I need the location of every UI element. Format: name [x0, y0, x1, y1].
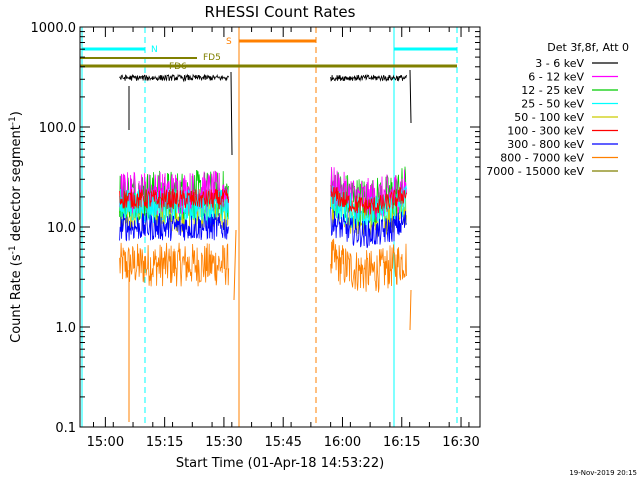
annotation-fd5: FD5	[203, 53, 221, 63]
trace-12-25kev-2	[330, 166, 407, 227]
plot-area: N S FD5 FD6	[80, 27, 458, 427]
x-tick-label-6: 16:30	[442, 435, 479, 450]
trace-800-7000kev-edges	[128, 229, 412, 422]
legend-label-7000-15000kev: 7000 - 15000 keV	[486, 165, 584, 178]
legend-label-3-6kev: 3 - 6 keV	[535, 57, 584, 70]
y-tick-label-3: 100.0	[39, 121, 76, 136]
x-axis-label: Start Time (01-Apr-18 14:53:22)	[176, 456, 384, 471]
footer-timestamp: 19-Nov-2019 20:15	[569, 469, 637, 477]
legend-label-12-25kev: 12 - 25 keV	[521, 84, 584, 97]
y-axis-label: Count Rate (s-1 detector segment-1)	[8, 111, 24, 343]
plot-frame	[79, 26, 481, 428]
trace-800-7000kev-2	[330, 238, 407, 293]
y-axis-label-mid: detector segment	[9, 125, 24, 245]
annotation-s: S	[226, 37, 232, 47]
x-tick-label-4: 16:00	[324, 435, 361, 450]
y-tick-label-4: 1000.0	[31, 21, 77, 36]
trace-100-300kev-2	[330, 185, 407, 216]
y-axis-label-sup1: -1	[8, 245, 18, 254]
x-tick-label-2: 15:30	[205, 435, 242, 450]
y-axis-label-sup2: -1	[8, 116, 18, 125]
x-tick-label-3: 15:45	[264, 435, 301, 450]
legend-label-25-50kev: 25 - 50 keV	[521, 98, 584, 111]
x-tick-label-0: 15:00	[87, 435, 124, 450]
y-tick-label-1: 1.0	[55, 321, 76, 336]
legend-label-50-100kev: 50 - 100 keV	[514, 111, 584, 124]
axis-ticks: 0.1 1.0 10.0 100.0 1000.0 15:00 15:15 15:30 15:4…	[31, 21, 480, 450]
chart-title: RHESSI Count Rates	[205, 3, 356, 21]
y-tick-label-2: 10.0	[47, 221, 76, 236]
x-tick-label-5: 16:15	[383, 435, 420, 450]
legend-label-800-7000kev: 800 - 7000 keV	[500, 152, 584, 165]
y-axis-label-main: Count Rate (s	[9, 254, 24, 343]
y-axis-label-end: )	[9, 111, 24, 116]
annotation-fd6: FD6	[169, 62, 187, 72]
legend-label-100-300kev: 100 - 300 keV	[507, 125, 584, 138]
trace-3-6kev-1	[119, 73, 230, 83]
trace-100-300kev-1	[119, 188, 230, 210]
y-tick-label-0: 0.1	[55, 421, 76, 436]
x-tick-label-1: 15:15	[146, 435, 183, 450]
trace-800-7000kev-1	[119, 242, 230, 287]
legend-label-300-800kev: 300 - 800 keV	[507, 138, 584, 151]
trace-300-800kev-2	[330, 206, 407, 249]
annotation-n: N	[151, 45, 158, 55]
trace-3-6kev-2	[330, 73, 407, 82]
legend-title: Det 3f,8f, Att 0	[547, 41, 629, 54]
legend-label-6-12kev: 6 - 12 keV	[528, 71, 584, 84]
trace-300-800kev-1	[119, 213, 230, 242]
trace-3-6kev-edges	[128, 69, 412, 156]
